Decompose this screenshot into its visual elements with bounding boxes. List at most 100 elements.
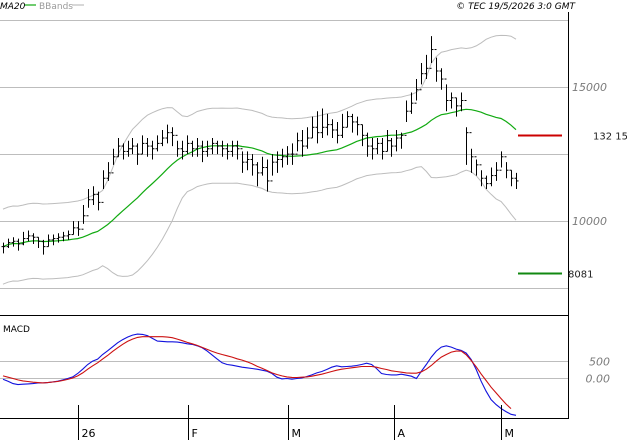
price-y-axis: 15000 10000 <box>572 81 607 228</box>
ohlc-bar <box>66 230 71 240</box>
ohlc-bar <box>96 191 101 211</box>
ohlc-bar <box>255 162 260 187</box>
ohlc-bar <box>140 135 145 155</box>
ohlc-bar <box>126 140 131 157</box>
ohlc-bar <box>61 231 66 242</box>
x-tick-label: 26 <box>82 427 96 440</box>
ohlc-bar <box>265 159 270 192</box>
ohlc-bar <box>355 116 360 136</box>
ohlc-bar <box>454 97 459 117</box>
ohlc-bar <box>300 129 305 157</box>
ohlc-bar <box>499 151 504 171</box>
ohlc-bar <box>389 138 394 157</box>
ohlc-bar <box>474 156 479 176</box>
upper-band <box>2 34 517 210</box>
ohlc-bar <box>6 238 11 248</box>
ohlc-bar <box>205 140 210 157</box>
ohlc-bar <box>36 236 41 248</box>
ohlc-bar <box>489 167 494 187</box>
ohlc-bar <box>414 79 419 104</box>
macd-line <box>2 333 517 416</box>
macd-y-axis: 500 0.00 <box>586 356 611 386</box>
ohlc-bar <box>449 92 454 109</box>
ohlc-bar <box>245 151 250 171</box>
ohlc-bar <box>340 113 345 139</box>
ohlc-bar <box>81 205 86 230</box>
bollinger-bands <box>2 34 517 285</box>
ohlc-bar <box>190 140 195 157</box>
ohlc-bar <box>504 156 509 179</box>
ohlc-bar <box>135 143 140 165</box>
ohlc-bar <box>41 239 46 255</box>
ohlc-bar <box>469 132 474 173</box>
ohlc-bar <box>375 138 380 155</box>
ohlc-bar <box>424 54 429 80</box>
ohlc-bar <box>310 116 315 139</box>
ohlc-bar <box>444 78 449 112</box>
ohlc-bar <box>215 140 220 155</box>
ohlc-bar <box>514 172 519 189</box>
ohlc-bar <box>220 140 225 157</box>
ohlc-bar <box>210 138 215 155</box>
ohlc-bar <box>170 127 175 147</box>
ohlc-bar <box>200 140 205 163</box>
ohlc-bar <box>385 129 390 152</box>
ohlc-bar <box>509 169 514 187</box>
x-tick-label: A <box>398 427 406 440</box>
ohlc-bar <box>175 134 180 157</box>
ohlc-bar <box>270 154 275 182</box>
ohlc-bar <box>165 124 170 144</box>
ohlc-bar <box>394 129 399 152</box>
ohlc-bar <box>275 151 280 173</box>
ohlc-bar <box>464 99 469 165</box>
ohlc-bar <box>325 113 330 136</box>
ohlc-bar <box>46 234 51 248</box>
ohlc-bar <box>26 230 31 242</box>
ohlc-bar <box>91 186 96 206</box>
ohlc-bar <box>459 92 464 112</box>
ohlc-bar <box>335 121 340 144</box>
ohlc-bar <box>195 138 200 157</box>
ohlc-bar <box>51 234 56 246</box>
ma20-line <box>2 108 517 248</box>
ohlc-bar <box>399 132 404 149</box>
ohlc-bar <box>345 111 350 128</box>
ohlc-bar <box>380 138 385 160</box>
ohlc-bar <box>180 140 185 160</box>
ohlc-bar <box>230 140 235 157</box>
ohlc-bar <box>330 119 335 139</box>
x-tick-label: F <box>192 427 198 440</box>
macd-y-tick-label: 0.00 <box>586 373 611 386</box>
macd-lines <box>2 333 517 416</box>
ohlc-bar <box>121 143 126 160</box>
ohlc-bar <box>494 162 499 181</box>
ohlc-bar <box>150 140 155 160</box>
ohlc-bar <box>305 127 310 149</box>
ma20-path <box>2 108 517 248</box>
ohlc-bar <box>250 154 255 176</box>
ohlc-bar <box>295 132 300 155</box>
ohlc-bar <box>21 231 26 246</box>
ohlc-bar <box>130 138 135 155</box>
ohlc-bar <box>145 138 150 157</box>
ohlc-bar <box>56 233 61 243</box>
ohlc-bar <box>439 68 444 90</box>
macd-panel-title: MACD <box>3 325 30 335</box>
ohlc-bar <box>155 135 160 152</box>
price-panel: 132 15 8081 15000 10000 <box>0 20 627 289</box>
ohlc-bar <box>106 162 111 181</box>
ohlc-bar <box>365 132 370 157</box>
ohlc-bar <box>409 92 414 114</box>
ohlc-bar <box>484 175 489 189</box>
ohlc-bar <box>160 129 165 147</box>
ohlc-bar <box>225 143 230 160</box>
ohlc-bar <box>11 237 16 247</box>
ohlc-bar <box>350 113 355 133</box>
ohlc-bar <box>285 146 290 165</box>
ohlc-bar <box>315 111 320 144</box>
ohlc-bars <box>1 36 519 255</box>
ohlc-bar <box>404 100 409 136</box>
ohlc-bar <box>31 233 36 244</box>
ohlc-bar <box>111 148 116 174</box>
